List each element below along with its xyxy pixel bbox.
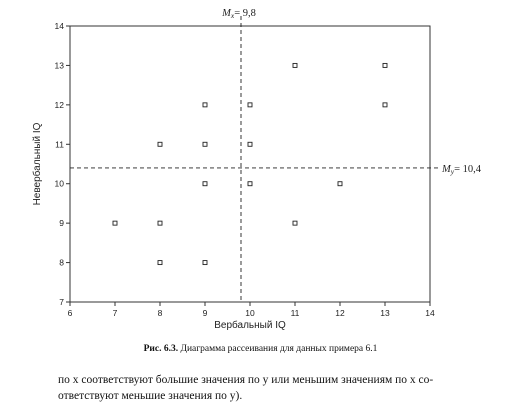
- x-axis-title: Вербальный IQ: [214, 319, 286, 331]
- body-line-1: по x соответствуют большие значения по y…: [58, 374, 434, 386]
- mean_x-label: Mx= 9,8: [221, 8, 256, 20]
- mean_y-value: = 10,4: [454, 164, 482, 175]
- x-axis: 6 7 8 9 10 11 12 13 14: [68, 302, 435, 318]
- mean_y-label: My= 10,4: [441, 164, 482, 176]
- y-tick-label: 8: [59, 258, 64, 268]
- mean_y-symbol: M: [441, 164, 452, 175]
- data-point: [202, 260, 208, 266]
- figure-number: Рис. 6.3.: [143, 344, 179, 354]
- y-tick-label: 11: [55, 139, 64, 149]
- x-tick-label: 7: [113, 308, 118, 318]
- x-tick-label: 9: [203, 308, 208, 318]
- y-tick-label: 9: [59, 218, 64, 228]
- x-tick-label: 11: [291, 308, 300, 318]
- data-point: [202, 141, 208, 147]
- data-point: [202, 102, 208, 108]
- mean_y-subscript: y: [450, 167, 455, 176]
- x-tick-label: 8: [158, 308, 163, 318]
- y-tick-label: 14: [55, 21, 65, 31]
- data-point: [247, 141, 253, 147]
- data-point: [112, 220, 118, 226]
- y-axis-title: Невербальный IQ: [31, 122, 43, 205]
- body-text: по x соответствуют большие значения по y…: [58, 372, 508, 404]
- data-point: [337, 181, 343, 187]
- data-point: [382, 62, 388, 68]
- mean_x-value: = 9,8: [234, 8, 256, 19]
- data-point: [157, 141, 163, 147]
- y-tick-label: 13: [55, 60, 65, 70]
- x-tick-label: 13: [380, 308, 390, 318]
- x-tick-label: 14: [425, 308, 435, 318]
- plot-area: [69, 25, 431, 303]
- data-point: [157, 220, 163, 226]
- data-point: [157, 260, 163, 266]
- mean_x-subscript: x: [230, 11, 235, 20]
- data-point: [292, 220, 298, 226]
- mean_x-symbol: M: [221, 8, 232, 19]
- data-point: [202, 181, 208, 187]
- data-point: [292, 62, 298, 68]
- y-tick-label: 7: [59, 297, 64, 307]
- figure-caption: Рис. 6.3. Диаграмма рассеивания для данн…: [0, 344, 521, 354]
- x-tick-label: 10: [245, 308, 255, 318]
- data-point: [382, 102, 388, 108]
- x-tick-label: 12: [335, 308, 345, 318]
- x-tick-label: 6: [68, 308, 73, 318]
- figure-caption-text: Диаграмма рассеивания для данных примера…: [178, 344, 378, 354]
- y-tick-label: 10: [55, 179, 65, 189]
- data-point: [247, 181, 253, 187]
- y-tick-label: 12: [55, 100, 65, 110]
- data-points: [112, 62, 388, 266]
- y-axis: 7 8 9 10 11 12 13 14: [55, 21, 70, 307]
- body-line-2: ответствуют меньшие значения по y).: [58, 390, 243, 402]
- mean-lines: Mx= 9,8My= 10,4: [70, 8, 482, 302]
- data-point: [247, 102, 253, 108]
